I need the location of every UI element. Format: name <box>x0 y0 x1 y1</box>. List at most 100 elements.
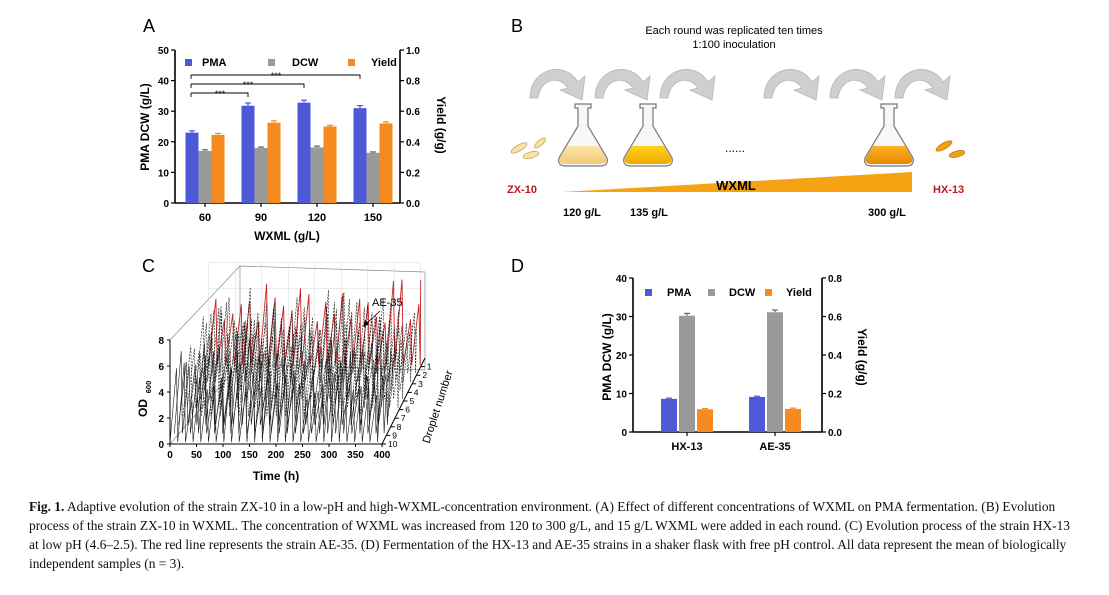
a-bar-dcw <box>198 150 212 203</box>
panel-a-significance <box>190 74 361 97</box>
panel-a-xlabel: WXML (g/L) <box>254 229 320 243</box>
panel-b-ellipsis: ...... <box>725 141 745 155</box>
panel-b: B Each round was replicated ten times 1:… <box>507 16 966 219</box>
panel-c-xlabel: Time (h) <box>253 469 299 483</box>
panel-c-trace-droplet <box>204 287 417 374</box>
a-ytick-label: 0 <box>163 199 169 210</box>
panel-c-trace-droplet <box>195 304 408 391</box>
a-ytick-label: 50 <box>158 46 170 57</box>
d-ytick-label: 0 <box>621 428 627 439</box>
panel-a-bars <box>185 99 393 203</box>
panel-c-traces <box>169 279 422 443</box>
a-bar-dcw <box>254 147 268 203</box>
panel-c-3d-frame <box>169 265 426 445</box>
panel-c-trace-droplet <box>178 338 391 425</box>
d-bar-yield <box>697 409 713 432</box>
panel-d-y2label: Yield (g/g) <box>855 328 869 386</box>
panel-b-end-strain: HX-13 <box>933 184 964 196</box>
transfer-arrow-icon <box>594 69 651 101</box>
panel-b-letter: B <box>511 16 523 36</box>
a-y2tick-label: 0.6 <box>406 107 420 118</box>
panel-b-conc-1: 120 g/L <box>563 207 601 219</box>
panel-b-concentration-wedge <box>562 172 912 192</box>
panel-a-legend-yield: Yield <box>371 57 397 69</box>
panel-c-letter: C <box>142 256 155 276</box>
a-bar-dcw <box>366 152 380 203</box>
panel-c-ylabel-sub: 600 <box>144 381 153 394</box>
start-cells-icon <box>510 137 547 159</box>
panel-c-ytick-label: 4 <box>158 388 164 399</box>
d-bar-pma <box>749 396 765 432</box>
a-bar-yield <box>323 126 337 203</box>
panel-c-xtick-label: 0 <box>167 450 173 461</box>
panel-d-x-ticks: HX-13 AE-35 <box>671 432 791 453</box>
panel-c-annotation: AE-35 <box>372 297 403 309</box>
a-y2tick-label: 0.2 <box>406 168 420 179</box>
panel-a-letter: A <box>143 16 155 36</box>
panel-c-ytick-label: 8 <box>158 336 164 347</box>
panel-a-legend-swatch-pma <box>185 59 192 66</box>
panel-d-y-ticks: 0 10 20 30 40 <box>616 274 633 439</box>
panel-d-legend-swatch-dcw <box>708 289 715 296</box>
panel-c-xtick-label: 50 <box>191 450 203 461</box>
a-ytick-label: 20 <box>158 138 170 149</box>
panel-c-ztick-label: 4 <box>414 387 419 397</box>
d-y2tick-label: 0.2 <box>828 390 842 401</box>
a-bar-yield <box>211 134 225 203</box>
panel-a-y2label: Yield (g/g) <box>434 96 448 154</box>
panel-c-ztick-label: 9 <box>392 430 397 440</box>
panel-d-y2-ticks: 0.0 0.2 0.4 0.6 0.8 <box>822 274 842 439</box>
panel-b-conc-3: 300 g/L <box>868 207 906 219</box>
panel-c-ytick-label: 2 <box>158 414 164 425</box>
d-ytick-label: 10 <box>616 390 628 401</box>
d-bar-pma <box>661 398 677 432</box>
panel-d-legend-swatch-yield <box>765 289 772 296</box>
panel-c-zlabel: Droplet number <box>421 369 456 445</box>
a-y2tick-label: 1.0 <box>406 46 420 57</box>
a-xtick-label: 150 <box>364 212 382 224</box>
d-y2tick-label: 0.0 <box>828 428 842 439</box>
panel-a-legend-swatch-yield <box>348 59 355 66</box>
panel-a: A 0 10 20 30 40 50 0.0 0.2 0.4 0.6 0.8 1.0 60 90 120… <box>138 16 448 243</box>
panel-d-ylabel: PMA DCW (g/L) <box>600 313 614 401</box>
d-bar-yield <box>785 408 801 432</box>
panel-c-xtick-label: 250 <box>294 450 311 461</box>
panel-b-title-line1: Each round was replicated ten times <box>645 25 823 37</box>
panel-c-ztick-label: 1 <box>427 362 432 372</box>
end-cells-icon <box>935 140 966 158</box>
panel-c-ztick-label: 6 <box>405 405 410 415</box>
panel-c-ztick-label: 5 <box>410 396 415 406</box>
panel-a-sig-1: *** <box>215 89 226 99</box>
d-ytick-label: 40 <box>616 274 628 285</box>
panel-a-y2-ticks: 0.0 0.2 0.4 0.6 0.8 1.0 <box>400 46 420 210</box>
panel-a-y-ticks: 0 10 20 30 40 50 <box>158 46 175 210</box>
transfer-arrow-icon <box>659 69 716 101</box>
panel-a-ylabel: PMA DCW (g/L) <box>138 83 152 171</box>
panel-c-ztick-label: 8 <box>397 422 402 432</box>
panel-b-title-line2: 1:100 inoculation <box>692 39 775 51</box>
panel-c-xtick-label: 150 <box>241 450 258 461</box>
panel-c-xtick-label: 350 <box>347 450 364 461</box>
panel-c-ylabel: OD 600 <box>136 381 153 417</box>
flask-icon <box>864 103 914 167</box>
a-bar-yield <box>379 123 393 203</box>
panel-c-xtick-label: 400 <box>374 450 391 461</box>
d-ytick-label: 30 <box>616 313 628 324</box>
panel-d-bars <box>661 309 801 432</box>
panel-c-trace-droplet <box>186 324 400 408</box>
panel-c-trace-droplet <box>182 330 396 417</box>
panel-c-ztick-label: 3 <box>418 379 423 389</box>
panel-c-x-ticks: 0 50 100 150 200 250 300 350 400 <box>167 444 391 461</box>
panel-d-legend-dcw: DCW <box>729 287 756 299</box>
panel-c-annotation-arrow <box>365 310 381 325</box>
a-y2tick-label: 0.0 <box>406 199 420 210</box>
d-xtick-label: HX-13 <box>671 441 702 453</box>
transfer-arrow-icon <box>763 69 820 101</box>
d-bar-dcw <box>679 315 695 432</box>
a-bar-pma <box>297 102 311 203</box>
panel-c-ztick-label: 7 <box>401 413 406 423</box>
d-xtick-label: AE-35 <box>759 441 790 453</box>
